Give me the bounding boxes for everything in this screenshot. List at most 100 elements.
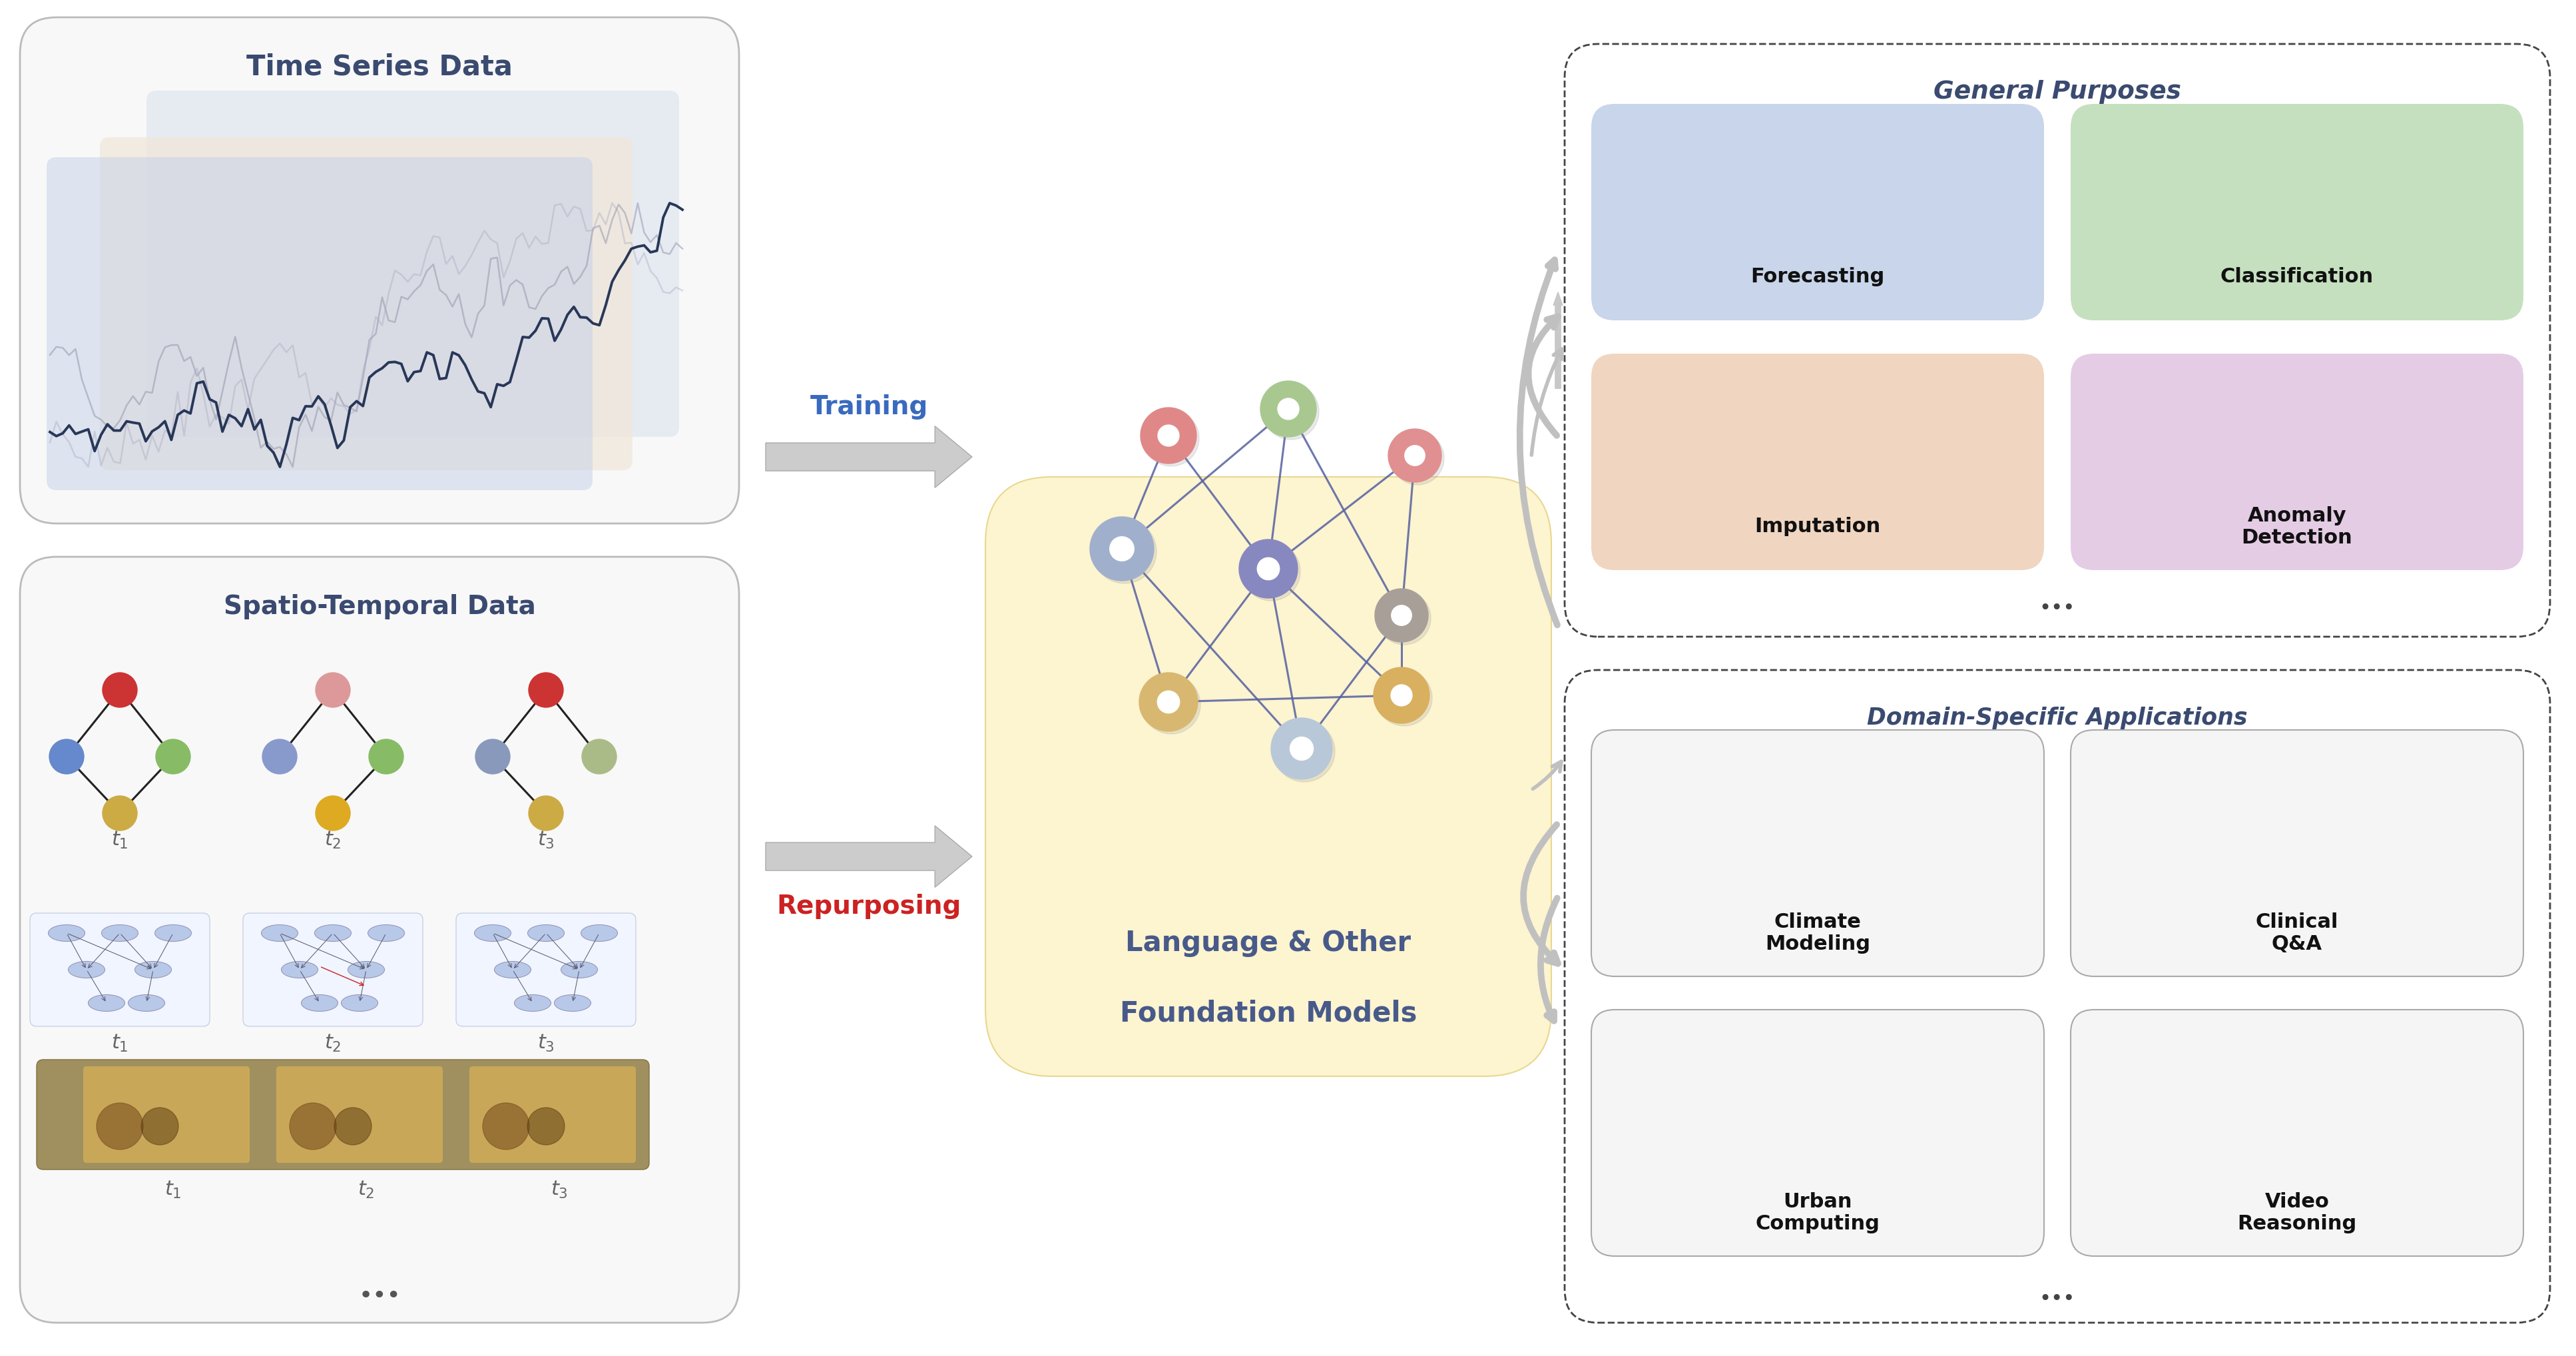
Circle shape (1262, 384, 1319, 439)
FancyBboxPatch shape (36, 1059, 649, 1169)
Text: $t_1$: $t_1$ (111, 1033, 129, 1054)
Ellipse shape (301, 995, 337, 1012)
Text: Forecasting: Forecasting (1752, 267, 1886, 286)
FancyBboxPatch shape (46, 157, 592, 490)
Text: General Purposes: General Purposes (1935, 80, 2182, 104)
Circle shape (263, 739, 296, 774)
Circle shape (317, 796, 350, 830)
Text: Foundation Models: Foundation Models (1121, 999, 1417, 1026)
Circle shape (528, 1108, 564, 1144)
FancyBboxPatch shape (987, 477, 1551, 1077)
Text: Anomaly
Detection: Anomaly Detection (2241, 506, 2352, 548)
Circle shape (1141, 408, 1195, 464)
Circle shape (335, 1108, 371, 1144)
Ellipse shape (134, 961, 173, 978)
FancyBboxPatch shape (31, 913, 209, 1026)
Circle shape (1139, 673, 1198, 731)
Text: Language & Other: Language & Other (1126, 929, 1412, 957)
Text: Urban
Computing: Urban Computing (1754, 1192, 1880, 1234)
Circle shape (1110, 537, 1133, 561)
FancyBboxPatch shape (82, 1066, 250, 1163)
Circle shape (1270, 717, 1332, 780)
Ellipse shape (562, 961, 598, 978)
FancyBboxPatch shape (1592, 354, 2043, 570)
Ellipse shape (582, 925, 618, 941)
Circle shape (1378, 591, 1430, 644)
Circle shape (1388, 428, 1443, 483)
Circle shape (103, 796, 137, 830)
Text: Spatio-Temporal Data: Spatio-Temporal Data (224, 594, 536, 620)
Circle shape (1278, 399, 1298, 419)
FancyBboxPatch shape (1564, 670, 2550, 1322)
FancyArrowPatch shape (1540, 898, 1556, 1021)
Circle shape (1242, 542, 1301, 601)
Ellipse shape (314, 925, 350, 941)
Circle shape (1144, 411, 1198, 466)
Circle shape (477, 739, 510, 774)
Circle shape (1092, 519, 1157, 583)
Text: $t_3$: $t_3$ (538, 1033, 554, 1054)
Text: Clinical
Q&A: Clinical Q&A (2257, 913, 2339, 953)
Circle shape (1391, 605, 1412, 625)
Ellipse shape (260, 925, 299, 941)
Text: $t_3$: $t_3$ (538, 830, 554, 850)
FancyArrowPatch shape (1522, 824, 1558, 964)
Circle shape (482, 1102, 528, 1150)
Circle shape (1141, 675, 1200, 734)
Ellipse shape (129, 995, 165, 1012)
FancyBboxPatch shape (21, 18, 739, 523)
Text: •••: ••• (358, 1284, 402, 1307)
Circle shape (1157, 424, 1180, 446)
Circle shape (528, 673, 564, 708)
Circle shape (1273, 720, 1334, 782)
Ellipse shape (281, 961, 317, 978)
Circle shape (1239, 540, 1298, 598)
Circle shape (1291, 736, 1314, 761)
Text: $t_2$: $t_2$ (325, 830, 343, 850)
Ellipse shape (49, 925, 85, 941)
Text: $t_1$: $t_1$ (111, 830, 129, 850)
Circle shape (1376, 589, 1427, 641)
FancyBboxPatch shape (242, 913, 422, 1026)
Text: $t_2$: $t_2$ (325, 1033, 343, 1054)
FancyBboxPatch shape (276, 1066, 443, 1163)
FancyBboxPatch shape (1592, 1010, 2043, 1256)
FancyArrowPatch shape (1528, 316, 1558, 435)
Text: Domain-Specific Applications: Domain-Specific Applications (1868, 706, 2249, 730)
Circle shape (289, 1102, 337, 1150)
Text: $t_1$: $t_1$ (165, 1180, 183, 1200)
Circle shape (1090, 517, 1154, 580)
Circle shape (1404, 445, 1425, 465)
FancyArrowPatch shape (1520, 260, 1558, 625)
Circle shape (528, 796, 564, 830)
Text: Imputation: Imputation (1754, 517, 1880, 537)
FancyBboxPatch shape (2071, 104, 2524, 320)
Ellipse shape (67, 961, 106, 978)
Circle shape (49, 739, 85, 774)
FancyArrow shape (765, 826, 971, 887)
Circle shape (317, 673, 350, 708)
Circle shape (155, 739, 191, 774)
Ellipse shape (155, 925, 191, 941)
Ellipse shape (515, 995, 551, 1012)
Ellipse shape (348, 961, 384, 978)
Text: Time Series Data: Time Series Data (247, 53, 513, 81)
Circle shape (1260, 381, 1316, 437)
Circle shape (1373, 667, 1430, 723)
Ellipse shape (340, 995, 379, 1012)
FancyArrowPatch shape (1553, 293, 1564, 388)
Circle shape (1391, 685, 1412, 706)
Circle shape (1391, 431, 1445, 485)
Text: Training: Training (809, 395, 927, 419)
FancyBboxPatch shape (469, 1066, 636, 1163)
Text: Repurposing: Repurposing (775, 894, 961, 919)
Circle shape (1157, 690, 1180, 713)
Text: •••: ••• (2040, 1290, 2076, 1309)
FancyBboxPatch shape (2071, 1010, 2524, 1256)
FancyBboxPatch shape (147, 91, 680, 437)
Ellipse shape (495, 961, 531, 978)
FancyBboxPatch shape (1564, 43, 2550, 637)
Ellipse shape (88, 995, 124, 1012)
FancyBboxPatch shape (456, 913, 636, 1026)
Text: $t_3$: $t_3$ (551, 1180, 567, 1200)
